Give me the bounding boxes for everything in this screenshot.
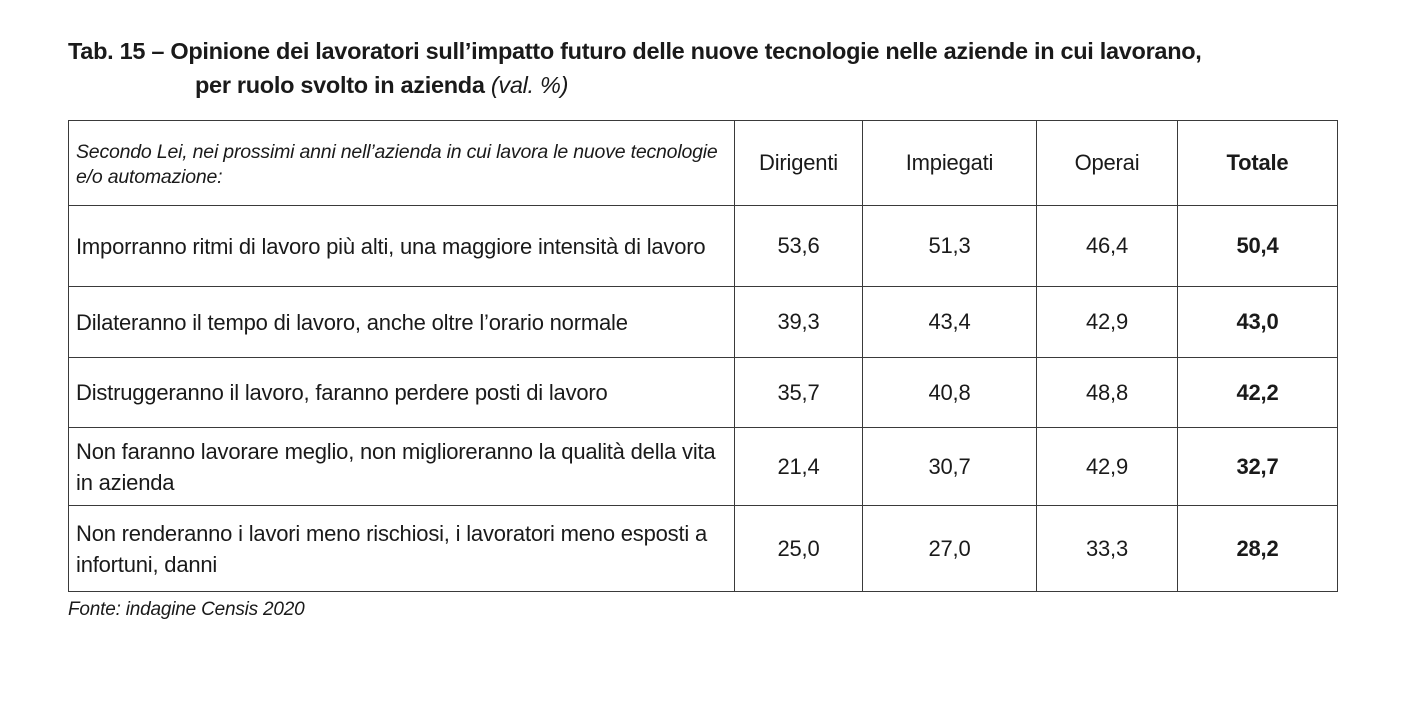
cell-dirigenti: 39,3 (734, 286, 863, 358)
cell-operai: 33,3 (1036, 505, 1178, 592)
row-label: Dilateranno il tempo di lavoro, anche ol… (68, 286, 735, 358)
table-title-line1: Tab. 15 – Opinione dei lavoratori sull’i… (68, 38, 1202, 64)
cell-totale: 43,0 (1177, 286, 1338, 358)
column-header-operai: Operai (1036, 120, 1178, 206)
cell-totale: 32,7 (1177, 427, 1338, 506)
cell-totale: 42,2 (1177, 357, 1338, 428)
cell-dirigenti: 21,4 (734, 427, 863, 506)
cell-totale: 50,4 (1177, 205, 1338, 287)
table-row: Non renderanno i lavori meno rischiosi, … (68, 505, 1338, 592)
row-label: Non renderanno i lavori meno rischiosi, … (68, 505, 735, 592)
table-row: Dilateranno il tempo di lavoro, anche ol… (68, 286, 1338, 358)
cell-totale: 28,2 (1177, 505, 1338, 592)
data-table: Secondo Lei, nei prossimi anni nell’azie… (68, 120, 1338, 592)
cell-dirigenti: 53,6 (734, 205, 863, 287)
cell-operai: 46,4 (1036, 205, 1178, 287)
cell-impiegati: 40,8 (862, 357, 1037, 428)
column-header-impiegati: Impiegati (862, 120, 1037, 206)
row-label: Non faranno lavorare meglio, non miglior… (68, 427, 735, 506)
table-header-row: Secondo Lei, nei prossimi anni nell’azie… (68, 120, 1338, 206)
cell-dirigenti: 35,7 (734, 357, 863, 428)
table-row: Non faranno lavorare meglio, non miglior… (68, 427, 1338, 506)
row-label: Imporranno ritmi di lavoro più alti, una… (68, 205, 735, 287)
column-header-dirigenti: Dirigenti (734, 120, 863, 206)
cell-operai: 48,8 (1036, 357, 1178, 428)
table-title: Tab. 15 – Opinione dei lavoratori sull’i… (68, 34, 1368, 102)
column-header-totale: Totale (1177, 120, 1338, 206)
question-header: Secondo Lei, nei prossimi anni nell’azie… (68, 120, 735, 206)
table-title-unit: (val. %) (490, 72, 569, 98)
cell-operai: 42,9 (1036, 286, 1178, 358)
cell-impiegati: 43,4 (862, 286, 1037, 358)
row-label: Distruggeranno il lavoro, faranno perder… (68, 357, 735, 428)
table-title-line2: per ruolo svolto in azienda (195, 72, 485, 98)
table-row: Imporranno ritmi di lavoro più alti, una… (68, 205, 1338, 287)
cell-impiegati: 51,3 (862, 205, 1037, 287)
cell-impiegati: 27,0 (862, 505, 1037, 592)
table-title-line2-wrap: per ruolo svolto in azienda (val. %) (68, 68, 1368, 102)
cell-dirigenti: 25,0 (734, 505, 863, 592)
cell-operai: 42,9 (1036, 427, 1178, 506)
source-note: Fonte: indagine Censis 2020 (68, 599, 305, 620)
table-row: Distruggeranno il lavoro, faranno perder… (68, 357, 1338, 428)
cell-impiegati: 30,7 (862, 427, 1037, 506)
